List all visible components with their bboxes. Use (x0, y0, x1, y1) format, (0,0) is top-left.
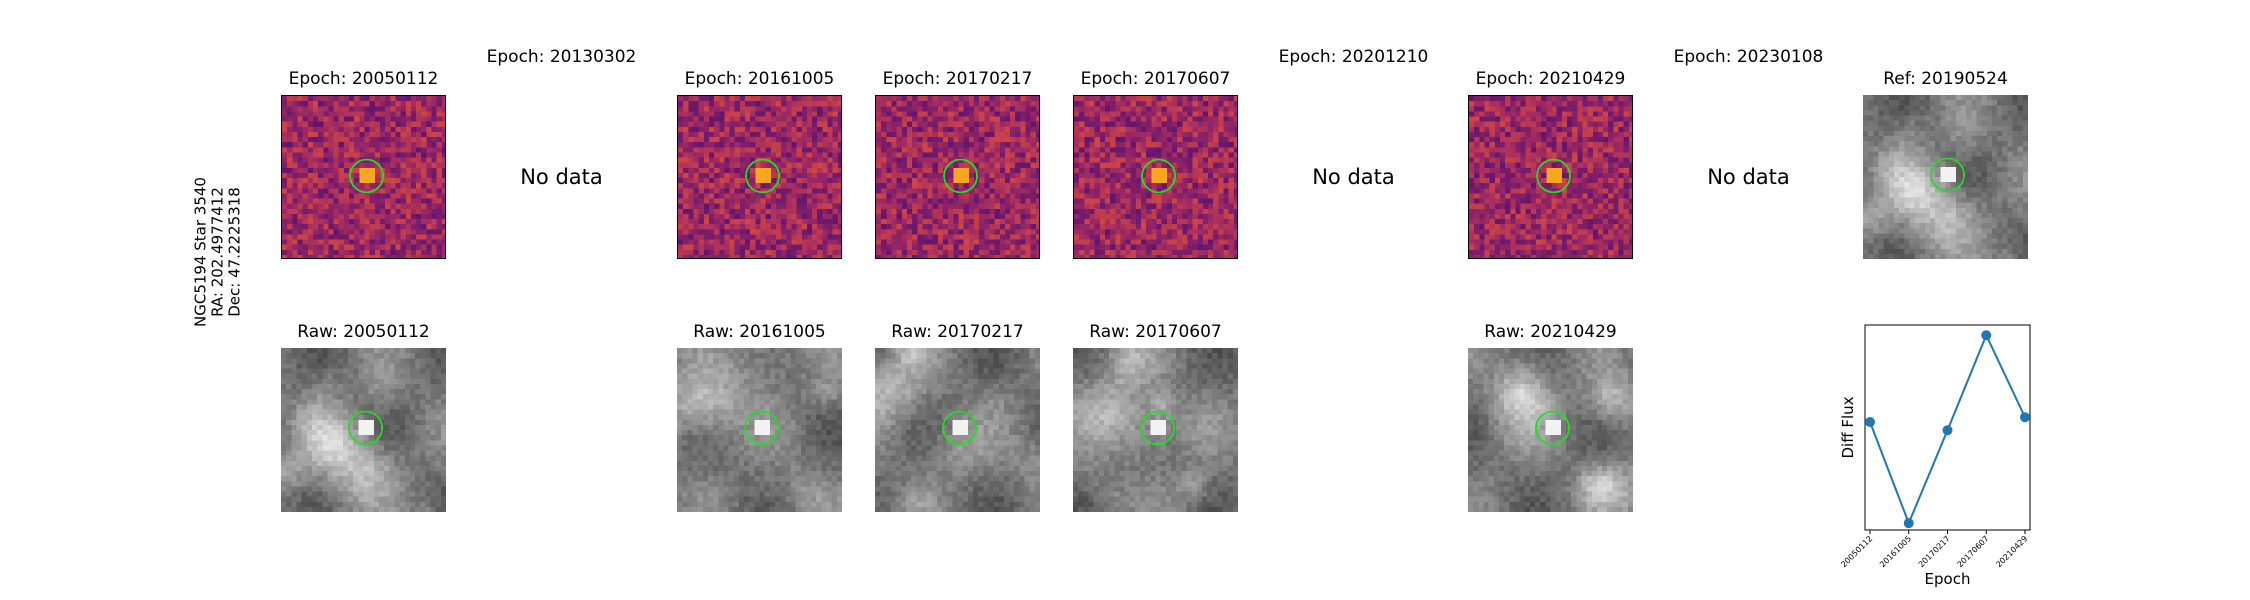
x-tick-label: 20170607 (1956, 534, 1991, 569)
raw-title: Raw: 20170217 (891, 322, 1024, 342)
no-data-text: No data (1707, 165, 1790, 189)
aperture-circle (1140, 410, 1175, 446)
aperture-circle (1535, 410, 1570, 446)
difference-image-2 (677, 95, 842, 259)
y-axis-label: Diff Flux (1839, 396, 1857, 458)
difference-image-0 (281, 95, 446, 259)
reference-title: Ref: 20190524 (1883, 69, 2008, 89)
epoch-title: Epoch: 20130302 (486, 47, 637, 67)
star-ra: RA: 202.4977412 (208, 187, 227, 317)
aperture-circle (942, 410, 977, 446)
no-data-text: No data (1312, 165, 1395, 189)
epoch-title: Epoch: 20230108 (1673, 47, 1824, 67)
epoch-title: Epoch: 20210429 (1475, 69, 1626, 89)
epoch-title: Epoch: 20170217 (882, 69, 1033, 89)
epoch-title: Epoch: 20050112 (288, 69, 439, 89)
raw-title: Raw: 20050112 (297, 322, 430, 342)
data-point (1942, 425, 1953, 436)
raw-image-3 (875, 348, 1040, 512)
aperture-circle (744, 410, 779, 446)
aperture-circle (1536, 158, 1571, 194)
raw-image-0 (281, 348, 446, 512)
difference-image-3 (875, 95, 1040, 259)
star-label: NGC5194 Star 3540 RA: 202.4977412 Dec: 4… (191, 172, 244, 332)
x-tick-label: 20050112 (1839, 534, 1874, 569)
x-axis-label: Epoch (1925, 570, 1971, 588)
no-data-text: No data (520, 165, 603, 189)
light-curve-chart: 20050112 20161005 20170217 20170607 20210429… (1839, 324, 2031, 588)
epoch-title: Epoch: 20170607 (1080, 69, 1231, 89)
epoch-title: Epoch: 20201210 (1278, 47, 1429, 67)
aperture-circle (1930, 157, 1965, 193)
difference-image-6 (1468, 95, 1633, 259)
data-point (2020, 412, 2030, 423)
x-tick-label: 20170217 (1917, 534, 1952, 569)
data-point (1981, 330, 1992, 341)
raw-image-4 (1073, 348, 1238, 512)
aperture-circle (1141, 158, 1176, 194)
star-name: NGC5194 Star 3540 (191, 177, 210, 327)
raw-title: Raw: 20210429 (1484, 322, 1617, 342)
data-point (1865, 417, 1875, 428)
raw-title: Raw: 20170607 (1089, 322, 1222, 342)
data-point (1903, 518, 1914, 529)
x-tick-label: 20161005 (1878, 534, 1913, 569)
raw-title: Raw: 20161005 (693, 322, 826, 342)
raw-image-2 (677, 348, 842, 512)
raw-image-6 (1468, 348, 1633, 512)
aperture-circle (348, 410, 383, 446)
aperture-circle (745, 158, 780, 194)
reference-imageref (1863, 95, 2028, 259)
aperture-circle (943, 158, 978, 194)
epoch-title: Epoch: 20161005 (684, 69, 835, 89)
difference-image-4 (1073, 95, 1238, 259)
aperture-circle (349, 158, 384, 194)
star-dec: Dec: 47.2225318 (225, 187, 244, 317)
x-tick-label: 20210429 (1994, 534, 2029, 569)
